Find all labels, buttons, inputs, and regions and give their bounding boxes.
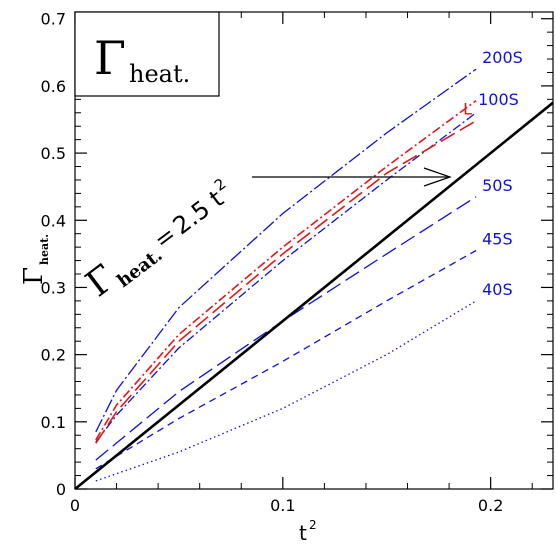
annotation-arrow xyxy=(252,167,452,187)
fit-line xyxy=(74,101,554,491)
y-tick-label: 0.2 xyxy=(41,346,66,365)
series-label-100s: 100S xyxy=(478,90,519,109)
series-line-100s xyxy=(95,112,477,443)
plot-frame xyxy=(74,11,554,490)
x-axis-label-superscript: 2 xyxy=(309,518,317,532)
series-line-45s xyxy=(95,249,477,470)
legend-subscript: heat. xyxy=(129,60,190,88)
series-label-40s: 40S xyxy=(482,280,513,299)
y-axis-label-base: Γ xyxy=(19,267,49,285)
series-label-200s: 200S xyxy=(482,48,523,67)
series-label-45s: 45S xyxy=(482,230,513,249)
y-tick-label: 0.1 xyxy=(41,413,66,432)
legend-box xyxy=(74,11,220,97)
legend-symbol: Γ xyxy=(94,31,126,85)
series-line-l xyxy=(95,100,477,441)
axis-ticks: 0 0.1 0.2 0 0.1 0.2 0.3 0.4 0.5 0.6 0.7 xyxy=(41,10,553,515)
y-tick-label: 0.7 xyxy=(41,10,66,29)
y-tick-label: 0 xyxy=(56,480,66,499)
series-label-50s: 50S xyxy=(482,176,513,195)
x-axis-label: t 2 xyxy=(299,518,317,545)
x-tick-label: 0 xyxy=(70,496,80,515)
y-tick-label: 0.4 xyxy=(41,211,66,230)
y-axis-label-subscript: heat. xyxy=(38,234,51,265)
x-tick-label: 0.1 xyxy=(270,496,295,515)
series-line-unnamed-3 xyxy=(95,120,477,444)
y-tick-label: 0.5 xyxy=(41,144,66,163)
y-tick-label: 0.3 xyxy=(41,278,66,297)
y-tick-label: 0.6 xyxy=(41,77,66,96)
x-axis-label-base: t xyxy=(299,521,307,545)
series-line-200s xyxy=(95,68,477,433)
x-tick-label: 0.2 xyxy=(478,496,503,515)
y-axis-label: Γ heat. xyxy=(19,234,51,285)
series-line-40s xyxy=(95,300,477,482)
series-label-l: L xyxy=(463,100,472,119)
